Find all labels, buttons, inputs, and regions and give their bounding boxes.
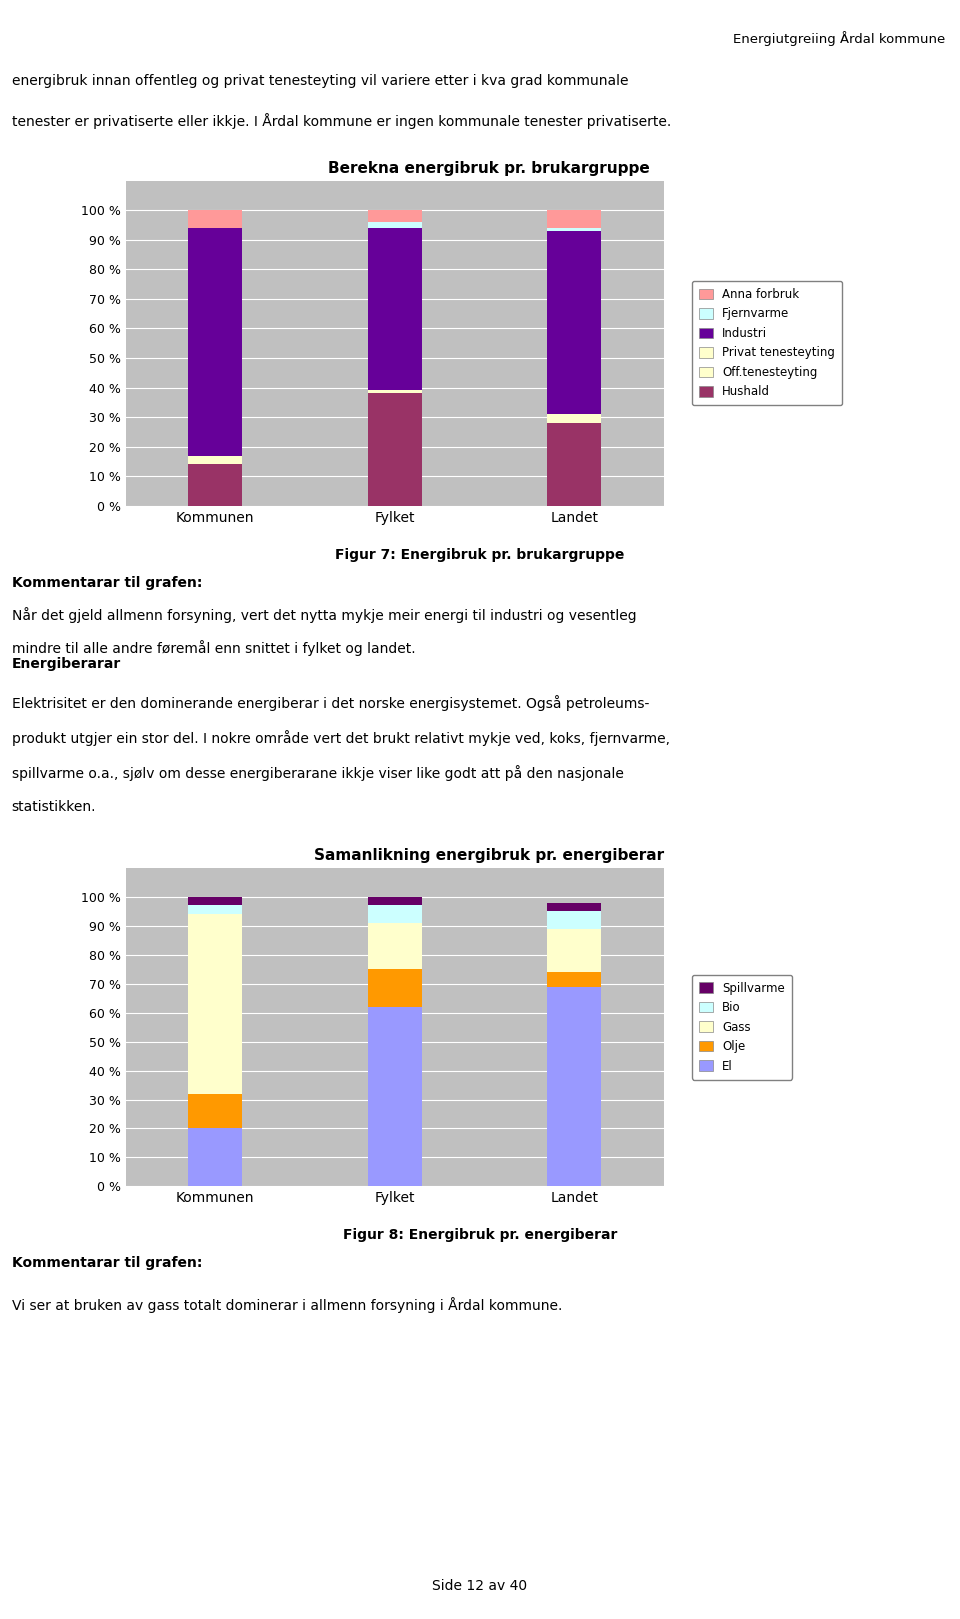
Text: tenester er privatiserte eller ikkje. I Årdal kommune er ingen kommunale teneste: tenester er privatiserte eller ikkje. I … [12, 113, 671, 130]
Bar [188, 915, 242, 1094]
Bar [547, 911, 601, 929]
Text: Vi ser at bruken av gass totalt dominerar i allmenn forsyning i Årdal kommune.: Vi ser at bruken av gass totalt dominera… [12, 1297, 562, 1313]
Bar [188, 455, 242, 458]
Bar [368, 210, 421, 222]
Text: Elektrisitet er den dominerande energiberar i det norske energisystemet. Også pe: Elektrisitet er den dominerande energibe… [12, 696, 649, 711]
Bar [188, 228, 242, 455]
Bar [368, 970, 421, 1007]
Text: Energiutgreiing Årdal kommune: Energiutgreiing Årdal kommune [733, 31, 946, 47]
Text: spillvarme o.a., sjølv om desse energiberarane ikkje viser like godt att på den : spillvarme o.a., sjølv om desse energibe… [12, 766, 623, 780]
Text: produkt utgjer ein stor del. I nokre område vert det brukt relativt mykje ved, k: produkt utgjer ein stor del. I nokre omr… [12, 730, 669, 746]
Bar [547, 986, 601, 1187]
Bar [547, 902, 601, 911]
Bar [368, 228, 421, 390]
Bar [188, 458, 242, 465]
Text: Samanlikning energibruk pr. energiberar: Samanlikning energibruk pr. energiberar [314, 848, 664, 863]
Bar [547, 414, 601, 418]
Text: Figur 8: Energibruk pr. energiberar: Figur 8: Energibruk pr. energiberar [343, 1229, 617, 1242]
Bar [368, 923, 421, 970]
Bar [547, 971, 601, 986]
Bar [547, 418, 601, 423]
Text: Kommentarar til grafen:: Kommentarar til grafen: [12, 576, 202, 591]
Bar [188, 1094, 242, 1128]
Bar [368, 222, 421, 228]
Bar [368, 393, 421, 505]
Bar [188, 1128, 242, 1187]
Text: Berekna energibruk pr. brukargruppe: Berekna energibruk pr. brukargruppe [328, 160, 650, 176]
Bar [188, 897, 242, 905]
Text: Kommentarar til grafen:: Kommentarar til grafen: [12, 1256, 202, 1271]
Bar [368, 1007, 421, 1187]
Bar [547, 929, 601, 971]
Bar [547, 423, 601, 505]
Bar [368, 390, 421, 393]
Legend: Anna forbruk, Fjernvarme, Industri, Privat tenesteyting, Off.tenesteyting, Husha: Anna forbruk, Fjernvarme, Industri, Priv… [691, 280, 842, 405]
Text: Figur 7: Energibruk pr. brukargruppe: Figur 7: Energibruk pr. brukargruppe [335, 549, 625, 562]
Bar [547, 228, 601, 232]
Text: statistikken.: statistikken. [12, 800, 96, 814]
Text: Energiberarar: Energiberarar [12, 657, 121, 672]
Text: Når det gjeld allmenn forsyning, vert det nytta mykje meir energi til industri o: Når det gjeld allmenn forsyning, vert de… [12, 607, 636, 623]
Bar [547, 210, 601, 228]
Bar [188, 905, 242, 915]
Legend: Spillvarme, Bio, Gass, Olje, El: Spillvarme, Bio, Gass, Olje, El [691, 975, 792, 1080]
Bar [547, 232, 601, 414]
Bar [368, 905, 421, 923]
Bar [188, 210, 242, 228]
Text: Side 12 av 40: Side 12 av 40 [432, 1579, 528, 1593]
Bar [368, 897, 421, 905]
Text: energibruk innan offentleg og privat tenesteyting vil variere etter i kva grad k: energibruk innan offentleg og privat ten… [12, 74, 628, 89]
Bar [188, 465, 242, 505]
Text: mindre til alle andre føremål enn snittet i fylket og landet.: mindre til alle andre føremål enn snitte… [12, 640, 415, 656]
